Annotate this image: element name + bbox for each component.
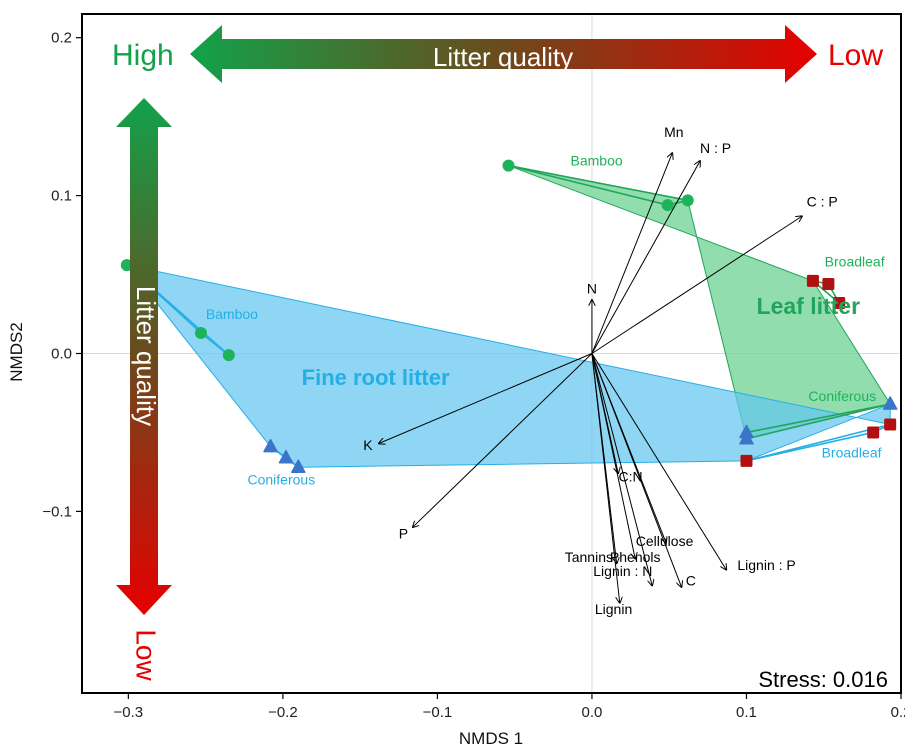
x-axis-title: NMDS 1 [459, 729, 523, 748]
vector-mn [591, 153, 672, 354]
x-tick-label: 0.1 [736, 704, 757, 721]
group-labels: Bamboo Broadleaf Coniferous Bamboo Coniferou… [206, 153, 885, 488]
vector-n-p [591, 161, 700, 354]
vector-k [379, 353, 593, 444]
root-broadleaf-point [867, 426, 880, 439]
y-tick-label: 0.1 [51, 188, 72, 205]
environmental-vectors: MnN : PC : PNKPC:NCellulosePhenolsTannin… [363, 124, 838, 617]
h-quality-arrow-label: Litter quality [433, 42, 573, 72]
vector-label-cellulose: Cellulose [636, 533, 694, 549]
vector-label-k: K [363, 437, 373, 453]
vector-c [591, 353, 682, 588]
fine-root-litter-label: Fine root litter [302, 365, 450, 390]
root-bamboo-point [194, 326, 207, 339]
group-connector [746, 403, 891, 440]
litter-quality-vertical-arrow: Litter quality [116, 98, 172, 615]
vector-label-lignin-n: Lignin : N [593, 563, 652, 579]
low-label-top: Low [828, 39, 883, 72]
leaf-bamboo-point [661, 199, 674, 212]
vector-p [413, 353, 593, 528]
y-axis-ticks: −0.1 0.0 0.1 0.2 [42, 30, 82, 520]
x-tick-label: −0.3 [114, 704, 144, 721]
leaf-bamboo-point [502, 159, 515, 172]
vector-label-p: P [399, 525, 408, 541]
leaf-bamboo-point [681, 194, 694, 207]
vector-phenols [591, 353, 635, 559]
y-tick-label: −0.1 [42, 503, 72, 520]
group-label-broadleaf: Broadleaf [822, 445, 882, 461]
vector-label-mn: Mn [664, 124, 683, 140]
x-tick-label: 0.0 [582, 704, 603, 721]
y-axis-title: NMDS2 [7, 322, 26, 382]
vector-label-lignin-p: Lignin : P [737, 557, 795, 573]
x-tick-label: −0.1 [423, 704, 453, 721]
root-coniferous-point [278, 449, 294, 464]
x-tick-label: −0.2 [268, 704, 298, 721]
group-label-bamboo: Bamboo [206, 306, 258, 322]
group-label-broadleaf: Broadleaf [825, 254, 885, 270]
leaf-broadleaf-point [822, 278, 835, 291]
vector-label-n: N [587, 280, 597, 296]
root-coniferous-point [291, 459, 306, 473]
root-broadleaf-point [884, 418, 897, 431]
leaf-coniferous-point [739, 431, 754, 445]
vector-label-lignin: Lignin [595, 601, 632, 617]
low-label-bottom: Low [131, 629, 162, 681]
root-bamboo-point [222, 349, 235, 362]
group-connector [746, 403, 891, 434]
vector-c-p [591, 216, 802, 354]
vector-label-n-p: N : P [700, 140, 731, 156]
group-connector [746, 423, 891, 462]
group-label-coniferous: Coniferous [247, 472, 315, 488]
group-label-coniferous: Coniferous [808, 388, 876, 404]
y-tick-label: 0.0 [51, 346, 72, 363]
x-tick-label: 0.2 [891, 704, 905, 721]
v-quality-arrow-shape [116, 98, 172, 615]
root-broadleaf-point [740, 454, 753, 467]
group-label-bamboo: Bamboo [571, 153, 623, 169]
data-points [120, 159, 898, 473]
group-connector [508, 164, 688, 202]
vector-label-tannins: Tannins [565, 549, 613, 565]
root-bamboo-point [120, 259, 133, 272]
vector-label-phenols: Phenols [610, 549, 661, 565]
vector-label-c-p: C : P [807, 194, 838, 210]
h-quality-arrow-shape [190, 25, 817, 83]
root-coniferous-point [263, 438, 278, 453]
group-connector [508, 164, 668, 206]
leaf-litter-label: Leaf litter [757, 293, 861, 319]
v-quality-arrow-label: Litter quality [131, 286, 161, 426]
vector-label-c: C [686, 573, 696, 589]
leaf-coniferous-point [882, 396, 898, 410]
stress-label: Stress: 0.016 [758, 667, 888, 692]
y-tick-label: 0.2 [51, 30, 72, 47]
vector-lignin-p [591, 353, 726, 570]
x-axis-ticks: −0.3 −0.2 −0.1 0.0 0.1 0.2 [114, 693, 905, 721]
litter-quality-horizontal-arrow: Litter quality [190, 25, 817, 83]
leaf-broadleaf-point [833, 296, 846, 309]
leaf-broadleaf-point [806, 274, 819, 287]
vector-lignin-n [591, 353, 652, 586]
high-label: High [112, 39, 174, 72]
vector-lignin [591, 353, 620, 603]
